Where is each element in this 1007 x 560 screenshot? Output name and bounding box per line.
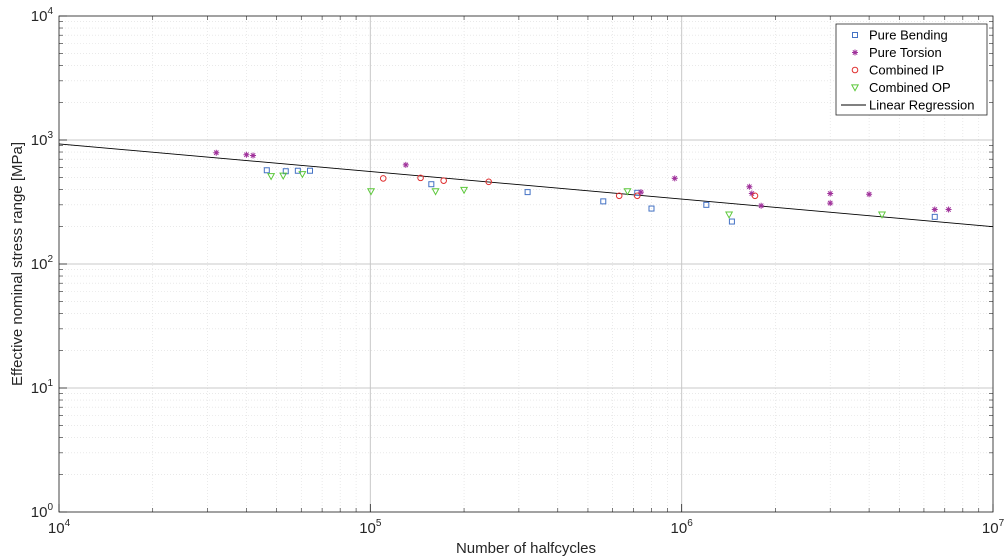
regression-layer bbox=[58, 143, 994, 228]
y-tick-label: 104 bbox=[31, 6, 54, 25]
point-pure-bending bbox=[306, 167, 313, 174]
series-pure-torsion bbox=[213, 149, 952, 213]
legend-label-linear-regression: Linear Regression bbox=[869, 98, 975, 113]
legend-box bbox=[835, 23, 988, 116]
point-pure-bending bbox=[931, 213, 938, 220]
x-tick-label: 105 bbox=[359, 518, 382, 537]
point-pure-torsion bbox=[402, 161, 409, 168]
series-combined-op bbox=[267, 171, 887, 219]
point-pure-torsion bbox=[671, 175, 678, 182]
point-pure-torsion bbox=[866, 191, 873, 198]
point-pure-bending bbox=[294, 167, 301, 174]
x-axis-title: Number of halfcycles bbox=[456, 540, 596, 557]
series-pure-bending bbox=[263, 167, 938, 225]
point-combined-ip bbox=[485, 178, 493, 186]
point-combined-ip bbox=[633, 192, 641, 200]
point-combined-ip bbox=[417, 174, 424, 182]
point-combined-op bbox=[279, 172, 288, 180]
legend-label-combined-op: Combined OP bbox=[869, 80, 951, 95]
point-pure-torsion bbox=[758, 202, 765, 209]
y-tick-label: 101 bbox=[31, 378, 54, 397]
point-pure-bending bbox=[728, 218, 735, 225]
regression-line bbox=[58, 143, 994, 228]
legend-swatch-pure-torsion bbox=[852, 49, 858, 56]
x-tick-labels: 104 105 106 107 bbox=[48, 518, 1005, 537]
point-combined-op bbox=[267, 173, 276, 181]
legend-swatch-combined-op bbox=[850, 84, 860, 92]
point-pure-torsion bbox=[637, 189, 644, 196]
point-combined-op bbox=[431, 188, 440, 196]
point-pure-torsion bbox=[748, 190, 755, 197]
point-combined-op bbox=[877, 211, 887, 219]
points-layer bbox=[213, 149, 952, 225]
point-combined-ip bbox=[379, 175, 387, 182]
legend-label-pure-torsion: Pure Torsion bbox=[869, 45, 942, 60]
point-pure-bending bbox=[524, 189, 531, 196]
point-combined-op bbox=[623, 188, 632, 196]
legend-swatch-pure-bending bbox=[852, 32, 858, 38]
point-pure-bending bbox=[648, 205, 655, 212]
y-axis-title: Effective nominal stress range [MPa] bbox=[9, 142, 26, 386]
x-tick-label: 107 bbox=[982, 518, 1005, 537]
point-pure-torsion bbox=[243, 151, 250, 158]
point-pure-bending bbox=[428, 181, 435, 188]
point-pure-bending bbox=[703, 201, 710, 208]
legend: Pure Bending Pure Torsion Combined IP Combi… bbox=[835, 23, 988, 116]
x-tick-label: 104 bbox=[48, 518, 71, 537]
y-tick-label: 102 bbox=[31, 254, 54, 273]
x-tick-label: 106 bbox=[671, 518, 694, 537]
point-combined-ip bbox=[751, 192, 759, 200]
point-combined-op bbox=[725, 211, 734, 219]
point-pure-torsion bbox=[213, 149, 220, 156]
point-pure-torsion bbox=[827, 190, 834, 197]
point-pure-bending bbox=[263, 167, 270, 174]
legend-swatch-combined-ip bbox=[851, 66, 859, 74]
point-pure-torsion bbox=[931, 206, 938, 213]
legend-label-combined-ip: Combined IP bbox=[869, 63, 944, 78]
axis-ticks bbox=[58, 15, 994, 513]
point-pure-torsion bbox=[746, 183, 753, 190]
y-tick-label: 100 bbox=[31, 502, 54, 521]
y-tick-labels: 100 101 102 103 104 bbox=[31, 6, 54, 521]
point-combined-op bbox=[298, 171, 307, 179]
point-pure-torsion bbox=[827, 200, 834, 207]
legend-label-pure-bending: Pure Bending bbox=[869, 28, 948, 43]
series-combined-ip bbox=[379, 174, 759, 200]
point-combined-ip bbox=[615, 192, 623, 200]
point-combined-op bbox=[460, 186, 469, 195]
point-pure-torsion bbox=[250, 152, 257, 159]
point-pure-torsion bbox=[945, 206, 952, 213]
point-combined-ip bbox=[440, 177, 447, 184]
y-tick-label: 103 bbox=[31, 130, 54, 149]
legend-items: Pure Bending Pure Torsion Combined IP Combi… bbox=[841, 28, 975, 113]
point-combined-op bbox=[366, 188, 376, 196]
point-pure-bending bbox=[600, 198, 607, 205]
